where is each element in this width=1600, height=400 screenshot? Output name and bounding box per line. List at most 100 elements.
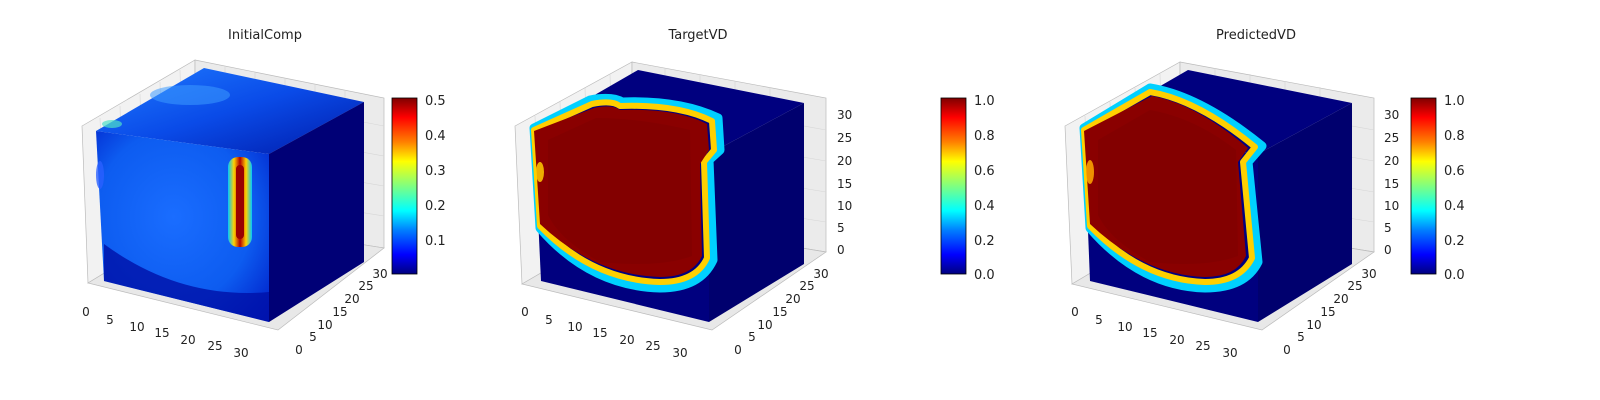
z-tick: 30 (1384, 108, 1399, 122)
x-tick: 0 (521, 305, 529, 319)
x-tick: 30 (672, 346, 687, 360)
x-tick: 5 (545, 313, 553, 327)
z-tick: 15 (1384, 177, 1399, 191)
x-tick: 15 (1142, 326, 1157, 340)
panel-title: PredictedVD (1216, 28, 1296, 43)
y-tick: 30 (1361, 267, 1376, 281)
colorbar: 0.5 0.4 0.3 0.2 0.1 (391, 94, 446, 275)
x-tick: 30 (1222, 346, 1237, 360)
z-tick: 0 (1384, 243, 1392, 257)
colorbar-tick: 0.3 (425, 164, 446, 179)
cube-top-face (96, 68, 364, 154)
colorbar-tick: 0.6 (974, 164, 995, 179)
x-tick: 20 (180, 333, 195, 347)
colorbar-gradient (391, 97, 418, 275)
x-tick: 10 (129, 320, 144, 334)
vd-rim-outer (1079, 83, 1267, 293)
x-tick: 30 (233, 346, 248, 360)
z-tick: 10 (1384, 199, 1399, 213)
colorbar-tick: 0.8 (974, 129, 995, 144)
colorbar: 1.0 0.8 0.6 0.4 0.2 0.0 (1410, 94, 1465, 283)
hotspot-core (236, 165, 244, 239)
vd-rim-mid (1081, 89, 1258, 285)
colorbar-tick: 0.8 (1444, 129, 1465, 144)
x-tick: 15 (154, 326, 169, 340)
colorbar-tick: 0.4 (425, 129, 446, 144)
x-axis-ticks: 0 5 10 15 20 25 30 (1071, 305, 1237, 360)
y-tick: 0 (1283, 343, 1291, 357)
z-tick: 10 (837, 199, 852, 213)
y-tick: 15 (1320, 305, 1335, 319)
x-tick: 25 (1195, 339, 1210, 353)
y-tick: 15 (772, 305, 787, 319)
panel-targetvd: TargetVD 0 5 (514, 28, 995, 360)
y-tick: 5 (748, 330, 756, 344)
y-tick: 0 (734, 343, 742, 357)
x-tick: 20 (619, 333, 634, 347)
colorbar-tick: 0.4 (1444, 199, 1465, 214)
y-tick: 20 (1333, 292, 1348, 306)
x-tick: 10 (567, 320, 582, 334)
z-tick: 5 (837, 221, 845, 235)
x-tick: 0 (1071, 305, 1079, 319)
z-tick: 20 (1384, 154, 1399, 168)
voxel-cube (529, 70, 804, 322)
y-tick: 30 (813, 267, 828, 281)
y-tick: 5 (309, 330, 317, 344)
cube-right-face (709, 103, 804, 322)
y-tick: 25 (358, 279, 373, 293)
y-tick: 5 (1297, 330, 1305, 344)
x-tick: 25 (207, 339, 222, 353)
colorbar-tick: 0.4 (974, 199, 995, 214)
z-tick: 25 (837, 131, 852, 145)
z-axis-ticks: 0 5 10 15 20 25 30 (837, 108, 852, 257)
x-axis-ticks: 0 5 10 15 20 25 30 (521, 305, 687, 360)
panel-initialcomp: InitialComp (81, 28, 446, 360)
colorbar-gradient (1410, 97, 1437, 275)
y-axis-ticks: 0 5 10 15 20 25 30 (734, 267, 828, 357)
y-tick: 30 (372, 267, 387, 281)
y-tick: 25 (1347, 279, 1362, 293)
z-tick: 20 (837, 154, 852, 168)
vd-inside-core (1098, 110, 1238, 264)
z-tick: 15 (837, 177, 852, 191)
corner-highlight (102, 120, 122, 128)
top-face-light (150, 85, 230, 105)
z-tick: 25 (1384, 131, 1399, 145)
z-axis-ticks: 0 5 10 15 20 25 30 (1384, 108, 1399, 257)
colorbar-tick: 1.0 (974, 94, 995, 109)
colorbar: 1.0 0.8 0.6 0.4 0.2 0.0 (940, 94, 995, 283)
x-tick: 5 (106, 313, 114, 327)
vd-rim-mid (531, 99, 717, 285)
y-tick: 25 (799, 279, 814, 293)
cube-right-face-shade (269, 102, 364, 322)
x-tick: 10 (1117, 320, 1132, 334)
y-tick: 15 (332, 305, 347, 319)
panel-predictedvd: PredictedVD 0 5 (1064, 28, 1465, 360)
z-tick: 0 (837, 243, 845, 257)
edge-highlight (536, 162, 544, 182)
z-tick: 5 (1384, 221, 1392, 235)
vd-inside-core (548, 118, 692, 264)
y-tick: 0 (295, 343, 303, 357)
x-tick: 25 (645, 339, 660, 353)
x-axis-ticks: 0 5 10 15 20 25 30 (82, 305, 248, 360)
cube-right-face (1258, 103, 1352, 322)
colorbar-tick: 1.0 (1444, 94, 1465, 109)
y-tick: 10 (317, 318, 332, 332)
colorbar-tick: 0.0 (1444, 268, 1465, 283)
x-tick: 0 (82, 305, 90, 319)
voxel-cube (1079, 70, 1352, 322)
x-tick: 20 (1169, 333, 1184, 347)
x-tick: 5 (1095, 313, 1103, 327)
panel-title: InitialComp (228, 28, 302, 43)
colorbar-tick: 0.2 (1444, 234, 1465, 249)
y-tick: 20 (785, 292, 800, 306)
y-axis-ticks: 0 5 10 15 20 25 30 (295, 267, 387, 357)
colorbar-tick: 0.2 (425, 199, 446, 214)
colorbar-tick: 0.1 (425, 234, 446, 249)
y-tick: 10 (757, 318, 772, 332)
z-tick: 30 (837, 108, 852, 122)
vd-rim-outer (529, 93, 725, 293)
